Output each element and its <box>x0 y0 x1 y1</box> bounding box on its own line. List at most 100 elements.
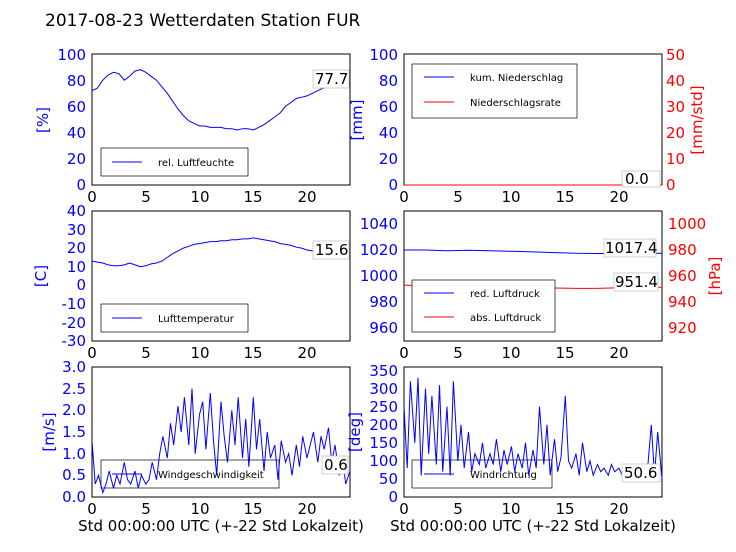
pressure-last-value-reduced: 1017.4 <box>605 239 658 257</box>
humidity-y-tick: 40 <box>67 124 86 142</box>
winddirection-panel: [deg] 0 50 100 150 200 250 300 350 0 5 1… <box>346 362 663 518</box>
temperature-y-ticks: -30 -20 -10 0 10 20 30 40 <box>62 202 87 350</box>
humidity-y-tick: 100 <box>57 46 86 64</box>
windspeed-last-value: 0.6 <box>321 455 349 475</box>
temperature-x-tick: 20 <box>297 344 316 362</box>
winddirection-y-tick: 300 <box>369 380 398 398</box>
pressure-x-ticks: 0 5 10 15 20 <box>399 344 628 362</box>
temperature-x-tick: 15 <box>243 344 262 362</box>
precipitation-last-value-box <box>621 170 661 188</box>
temperature-legend-box <box>100 303 249 333</box>
winddirection-x-tick: 20 <box>609 500 628 518</box>
precipitation-y-tick-right: 50 <box>666 46 685 64</box>
x-axis-label-left: Std 00:00:00 UTC (+-22 Std Lokalzeit) <box>78 517 364 535</box>
windspeed-x-tick: 20 <box>297 500 316 518</box>
humidity-y-tick: 20 <box>67 150 86 168</box>
precipitation-x-tick: 10 <box>501 188 520 206</box>
winddirection-y-tick: 250 <box>369 398 398 416</box>
precipitation-legend-box <box>411 63 578 119</box>
pressure-y-ticks-right: 920 940 960 980 1000 <box>668 215 706 337</box>
windspeed-y-label: [m/s] <box>40 412 58 451</box>
temperature-y-tick: -20 <box>62 314 87 332</box>
precipitation-y-tick-right: 30 <box>666 98 685 116</box>
humidity-last-value-text: 77.7 <box>315 70 348 88</box>
winddirection-x-tick: 10 <box>501 500 520 518</box>
temperature-last-value-box <box>312 240 350 260</box>
precipitation-y-tick: 40 <box>379 124 398 142</box>
windspeed-x-tick: 0 <box>87 500 97 518</box>
humidity-last-value-box <box>312 69 350 89</box>
pressure-legend-box <box>411 279 556 333</box>
windspeed-y-tick: 2.5 <box>62 380 86 398</box>
humidity-panel: [%] 0 20 40 60 80 100 0 5 10 15 20 rel. … <box>34 46 351 206</box>
pressure-legend-label-absolute: abs. Luftdruck <box>470 313 541 324</box>
pressure-y-tick: 980 <box>369 293 398 311</box>
precipitation-y-tick: 20 <box>379 150 398 168</box>
pressure-legend-label-reduced: red. Luftdruck <box>470 289 540 300</box>
windspeed-legend: Windgeschwindigkeit <box>100 459 280 489</box>
temperature-y-tick: -30 <box>62 332 87 350</box>
winddirection-y-tick: 50 <box>379 470 398 488</box>
temperature-last-value: 15.6 <box>312 240 350 260</box>
temperature-panel: [C] -30 -20 -10 0 10 20 30 40 0 5 10 15 … <box>32 202 351 362</box>
pressure-y-ticks: 960 980 1000 1020 1040 <box>360 215 398 337</box>
precipitation-y-tick-right: 20 <box>666 124 685 142</box>
humidity-y-tick: 60 <box>67 98 86 116</box>
pressure-y-tick-right: 920 <box>668 319 697 337</box>
pressure-y-tick-right: 940 <box>668 293 697 311</box>
humidity-legend-label: rel. Luftfeuchte <box>158 158 234 169</box>
pressure-last-value-absolute: 951.4 <box>615 273 658 291</box>
precipitation-y-tick-right: 10 <box>666 150 685 168</box>
humidity-y-tick: 80 <box>67 72 86 90</box>
windspeed-x-tick: 10 <box>190 500 209 518</box>
temperature-x-ticks: 0 5 10 15 20 <box>87 344 316 362</box>
temperature-last-value-text: 15.6 <box>315 241 348 259</box>
humidity-x-ticks: 0 5 10 15 20 <box>87 188 316 206</box>
temperature-series-line <box>91 237 350 268</box>
pressure-y-tick-right: 980 <box>668 241 697 259</box>
precipitation-y-tick-right: 0 <box>666 176 676 194</box>
windspeed-legend-label: Windgeschwindigkeit <box>158 470 264 481</box>
pressure-x-tick: 15 <box>555 344 574 362</box>
windspeed-y-tick: 1.0 <box>62 445 86 463</box>
humidity-y-tick: 0 <box>76 176 86 194</box>
windspeed-y-tick: 0.5 <box>62 466 86 484</box>
pressure-y-label-right: [hPa] <box>706 257 724 296</box>
pressure-x-tick: 20 <box>609 344 628 362</box>
precipitation-y-tick: 100 <box>369 46 398 64</box>
humidity-x-tick: 10 <box>190 188 209 206</box>
windspeed-x-ticks: 0 5 10 15 20 <box>87 500 316 518</box>
precipitation-x-tick: 0 <box>399 188 409 206</box>
temperature-y-label: [C] <box>32 265 50 287</box>
temperature-legend: Lufttemperatur <box>100 303 249 333</box>
winddirection-y-ticks: 0 50 100 150 200 250 300 350 <box>369 362 398 506</box>
temperature-y-tick: -10 <box>62 295 87 313</box>
humidity-legend: rel. Luftfeuchte <box>100 147 249 177</box>
precipitation-x-tick: 15 <box>555 188 574 206</box>
pressure-x-tick: 5 <box>453 344 463 362</box>
temperature-x-tick: 10 <box>190 344 209 362</box>
temperature-y-tick: 20 <box>67 239 86 257</box>
winddirection-last-value-text: 50.6 <box>624 464 657 482</box>
precipitation-last-value-text: 0.0 <box>625 170 649 188</box>
precipitation-x-tick: 20 <box>609 188 628 206</box>
pressure-x-tick: 10 <box>501 344 520 362</box>
pressure-x-tick: 0 <box>399 344 409 362</box>
winddirection-x-tick: 0 <box>399 500 409 518</box>
windspeed-series-line <box>91 388 351 495</box>
precipitation-y-tick: 80 <box>379 72 398 90</box>
precipitation-legend-label-cumulative: kum. Niederschlag <box>470 73 563 84</box>
windspeed-panel: [m/s] 0.0 0.5 1.0 1.5 2.0 2.5 3.0 0 5 10… <box>40 358 351 518</box>
windspeed-y-tick: 1.5 <box>62 423 86 441</box>
pressure-y-tick: 1000 <box>360 267 398 285</box>
precipitation-x-ticks: 0 5 10 15 20 <box>399 188 628 206</box>
temperature-y-tick: 40 <box>67 202 86 220</box>
humidity-x-tick: 15 <box>243 188 262 206</box>
temperature-x-tick: 0 <box>87 344 97 362</box>
windspeed-last-value-box <box>321 455 349 475</box>
windspeed-y-tick: 3.0 <box>62 358 86 376</box>
winddirection-last-value: 50.6 <box>621 463 661 483</box>
windspeed-x-tick: 5 <box>141 500 151 518</box>
temperature-legend-label: Lufttemperatur <box>158 314 235 325</box>
x-axis-label-right: Std 00:00:00 UTC (+-22 Std Lokalzeit) <box>390 517 676 535</box>
